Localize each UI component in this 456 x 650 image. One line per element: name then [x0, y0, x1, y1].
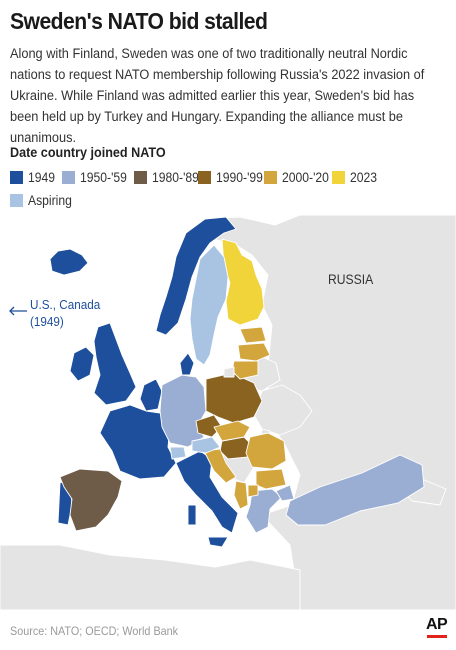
legend-swatch-1990s [198, 171, 211, 184]
map-svg [0, 215, 456, 610]
source-note: Source: NATO; OECD; World Bank [10, 624, 179, 638]
region-bulgaria [255, 468, 287, 490]
legend-label-2000s: 2000-'20 [282, 170, 329, 185]
legend-label-1949: 1949 [28, 170, 56, 185]
region-ireland [69, 346, 95, 382]
region-estonia [239, 326, 267, 344]
ap-logo: AP [426, 616, 450, 642]
europe-map [0, 215, 456, 610]
region-montenegro-albania [233, 480, 249, 510]
region-spain [59, 468, 123, 532]
ap-logo-bar [427, 635, 447, 638]
label-us-canada-name: U.S., Canada [30, 297, 101, 312]
legend-swatch-aspiring [10, 194, 23, 207]
arrow-left-icon [9, 306, 27, 316]
region-denmark [179, 352, 195, 376]
region-slovakia [213, 420, 251, 442]
legend-label-1980s: 1980-'89 [152, 170, 199, 185]
legend-label-1990s: 1990-'99 [216, 170, 263, 185]
chart-description: Along with Finland, Sweden was one of tw… [10, 46, 425, 146]
region-uk [93, 322, 137, 406]
legend-label-2023: 2023 [350, 170, 378, 185]
legend-label-1950s: 1950-'59 [80, 170, 127, 185]
region-turkey-thrace [275, 484, 295, 502]
region-iceland [49, 248, 89, 276]
region-north-macedonia [247, 484, 259, 498]
region-germany [159, 374, 207, 448]
region-romania [245, 432, 287, 470]
region-norway [155, 216, 237, 336]
region-ukraine [253, 384, 313, 436]
legend-title: Date country joined NATO [10, 144, 166, 160]
legend-swatch-2023 [332, 171, 345, 184]
legend-swatch-1980s [134, 171, 147, 184]
region-sicily [207, 536, 229, 548]
region-greece [245, 488, 283, 534]
label-russia: RUSSIA [328, 272, 374, 287]
region-sweden [189, 244, 229, 366]
region-kaliningrad [223, 366, 235, 378]
region-netherlands-belgium [139, 378, 163, 412]
region-turkey [285, 454, 425, 526]
legend-swatch-2000s [264, 171, 277, 184]
legend-label-aspiring: Aspiring [28, 193, 72, 208]
label-us-canada: U.S., Canada (1949) [30, 296, 100, 330]
region-north-africa [0, 544, 301, 610]
region-austria [191, 436, 221, 454]
region-switzerland [169, 446, 187, 460]
legend-swatch-1949 [10, 171, 23, 184]
chart-title: Sweden's NATO bid stalled [10, 8, 268, 34]
legend-swatch-1950s [62, 171, 75, 184]
label-us-canada-year: (1949) [30, 314, 64, 329]
region-sardinia [187, 504, 197, 526]
region-latvia [237, 342, 271, 362]
region-finland [221, 238, 265, 326]
ap-logo-text: AP [426, 616, 448, 633]
region-slovenia-croatia [203, 448, 237, 484]
region-russia [185, 215, 456, 610]
